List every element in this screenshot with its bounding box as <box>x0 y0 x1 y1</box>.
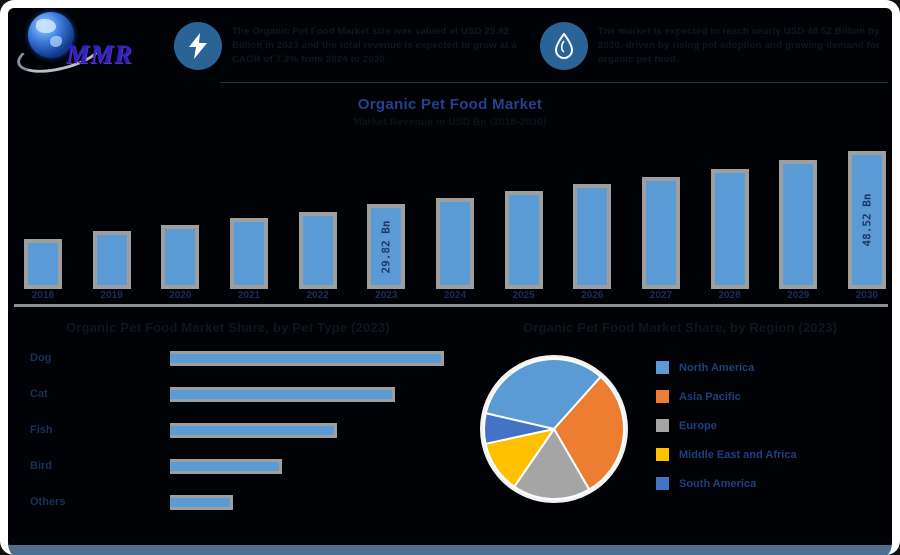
chart-subtitle: Market Revenue in USD Bn (2018-2030) <box>353 117 547 128</box>
pie-area: North America Asia Pacific Europe Middle Ea… <box>468 349 892 509</box>
legend-swatch <box>656 390 669 403</box>
bar-value-label-2030: 48.52 Bn <box>860 193 874 247</box>
pie-slice-north-america <box>484 358 602 430</box>
legend-swatch <box>656 448 669 461</box>
legend-swatch <box>656 477 669 490</box>
bar-2027 <box>641 177 680 289</box>
bar-value-label-2023: 29.82 Bn <box>379 220 393 273</box>
x-axis-line <box>14 304 888 307</box>
x-axis-label-2026: 2026 <box>581 290 604 301</box>
bar-rect-2030: 48.52 Bn <box>847 151 886 289</box>
region-heading: Organic Pet Food Market Share, by Region… <box>523 320 838 335</box>
region-pie-chart <box>480 355 628 503</box>
x-axis-label-2028: 2028 <box>718 290 741 301</box>
bar-2022 <box>298 212 337 289</box>
legend-swatch <box>656 361 669 374</box>
x-axis-labels: 2018 2019 2020 2021 2022 2023 2024 2025 2026 2027… <box>24 290 886 301</box>
x-axis-label-2018: 2018 <box>31 290 55 301</box>
bar-2029 <box>779 160 818 289</box>
x-axis-label-2030: 2030 <box>855 290 878 301</box>
x-axis-label-2023: 2023 <box>375 290 398 301</box>
x-axis-label-2027: 2027 <box>649 290 673 301</box>
pet-type-heading: Organic Pet Food Market Share, by Pet Ty… <box>66 320 390 335</box>
bar-rect-2025 <box>504 191 543 289</box>
legend-label: North America <box>679 361 755 374</box>
hbar-row-cat: Cat <box>22 383 458 405</box>
legend-item-south-america: South America <box>656 477 797 490</box>
hbar-row-others: Others <box>22 491 458 513</box>
bar-rect-2024 <box>435 198 474 289</box>
legend-label: Europe <box>679 419 717 432</box>
legend-label: South America <box>679 477 757 490</box>
bar-rect-2029 <box>779 160 818 289</box>
bar-rect-2026 <box>573 184 612 289</box>
bar-2030: 48.52 Bn <box>847 151 886 289</box>
header-divider <box>220 82 888 83</box>
legend-swatch <box>656 419 669 432</box>
x-axis-label-2019: 2019 <box>100 290 123 301</box>
x-axis-label-2025: 2025 <box>512 290 535 301</box>
hbar-rect <box>170 350 444 366</box>
legend-item-europe: Europe <box>656 419 797 432</box>
pet-type-section: Organic Pet Food Market Share, by Pet Ty… <box>22 320 458 527</box>
region-section: Organic Pet Food Market Share, by Region… <box>468 320 892 509</box>
footer-strip <box>8 545 892 555</box>
bar-rect-2027 <box>641 177 680 289</box>
bar-2020 <box>161 225 200 289</box>
x-axis-label-2029: 2029 <box>787 290 810 301</box>
header-highlight-2: The market is expected to reach nearly U… <box>598 25 880 66</box>
bar-2024 <box>435 198 474 289</box>
pie-slice-asia-pacific <box>553 375 625 491</box>
globe-icon <box>28 12 74 58</box>
hbar-category-label: Fish <box>30 424 53 436</box>
hbar-row-bird: Bird <box>22 455 458 477</box>
hbar-category-label: Others <box>30 496 66 508</box>
hbar-category-label: Cat <box>30 388 48 400</box>
hbar-row-dog: Dog <box>22 347 458 369</box>
hbar-row-fish: Fish <box>22 419 458 441</box>
bar-rect-2023: 29.82 Bn <box>367 204 406 289</box>
hbar-category-label: Bird <box>30 460 52 472</box>
legend-label: Asia Pacific <box>679 390 741 403</box>
bar-2018 <box>24 239 62 289</box>
x-axis-label-2020: 2020 <box>169 290 192 301</box>
bar-rect-2020 <box>161 225 200 289</box>
chart-title: Organic Pet Food Market <box>357 96 543 113</box>
legend-label: Middle East and Africa <box>679 448 797 461</box>
bar-2023: 29.82 Bn <box>367 204 406 289</box>
droplet-icon <box>540 22 588 70</box>
lightning-icon <box>174 22 222 70</box>
bar-2028 <box>710 169 749 289</box>
hbar-category-label: Dog <box>30 352 52 364</box>
legend-item-middle-east-and-africa: Middle East and Africa <box>656 448 797 461</box>
bar-rect-2028 <box>710 169 749 289</box>
pie-slice-south-america <box>483 412 555 445</box>
bar-2025 <box>504 191 543 289</box>
hbar-rect <box>170 422 337 438</box>
pet-type-bar-chart: Dog Cat Fish Bird Others <box>22 347 458 513</box>
header-highlight-1: The Organic Pet Food Market size was val… <box>232 25 517 66</box>
legend-item-north-america: North America <box>656 361 797 374</box>
pie-slice-europe <box>513 428 591 500</box>
mmr-logo: MMR <box>13 10 174 82</box>
bar-2019 <box>92 231 131 289</box>
x-axis-label-2024: 2024 <box>443 290 467 301</box>
bar-2021 <box>229 218 268 289</box>
region-legend: North America Asia Pacific Europe Middle Ea… <box>656 361 797 506</box>
bar-2026 <box>573 184 612 289</box>
logo-text: MMR <box>66 40 133 69</box>
hbar-rect <box>170 458 282 474</box>
legend-item-asia-pacific: Asia Pacific <box>656 390 797 403</box>
x-axis-label-2022: 2022 <box>306 290 329 301</box>
header: MMR The Organic Pet Food Market size was… <box>8 8 892 84</box>
bar-rect-2021 <box>229 218 268 289</box>
bar-rect-2022 <box>298 212 337 289</box>
revenue-bar-chart: 29.82 Bn 48.52 Bn <box>24 143 886 289</box>
x-axis-label-2021: 2021 <box>237 290 261 301</box>
hbar-rect <box>170 494 233 510</box>
bar-rect-2019 <box>92 231 131 289</box>
hbar-rect <box>170 386 395 402</box>
bar-rect-2018 <box>24 239 62 289</box>
